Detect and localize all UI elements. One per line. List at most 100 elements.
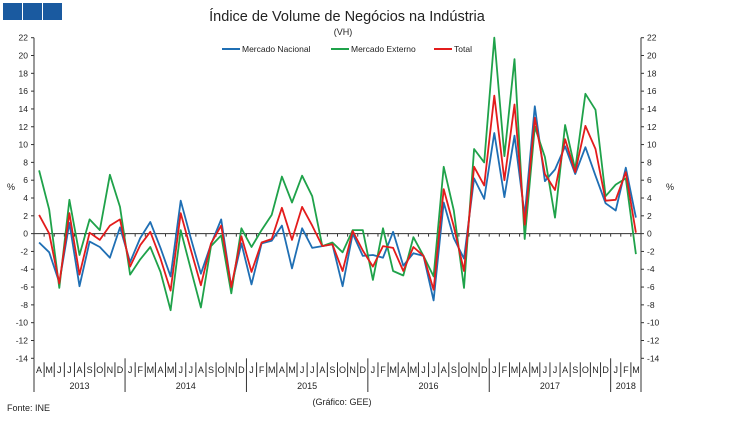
x-tick-label-month: N — [107, 365, 114, 375]
y-tick-label-right: -2 — [647, 246, 655, 256]
x-tick-label-month: F — [137, 365, 143, 375]
x-tick-label-year: 2018 — [616, 381, 636, 391]
y-tick-label-left: 4 — [23, 193, 28, 203]
y-tick-label-right: 4 — [647, 193, 652, 203]
credit-note: (Gráfico: GEE) — [312, 397, 371, 407]
y-tick-label-left: 12 — [19, 122, 29, 132]
x-tick-label-month: N — [471, 365, 478, 375]
x-tick-label-month: A — [77, 365, 83, 375]
legend-label: Mercado Externo — [351, 44, 416, 54]
y-tick-label-right: -14 — [647, 353, 660, 363]
legend-label: Total — [454, 44, 472, 54]
y-tick-label-left: -6 — [20, 282, 28, 292]
x-tick-label-month: J — [128, 365, 133, 375]
x-tick-label-month: S — [87, 365, 93, 375]
x-tick-label-month: A — [562, 365, 568, 375]
y-axis-label-right: % — [666, 182, 674, 192]
y-tick-label-left: 0 — [23, 229, 28, 239]
y-tick-label-right: 8 — [647, 157, 652, 167]
logo-square — [3, 3, 22, 20]
logo-square — [23, 3, 42, 20]
source-note: Fonte: INE — [7, 403, 50, 413]
x-tick-label-month: A — [522, 365, 528, 375]
x-tick-label-month: F — [502, 365, 508, 375]
y-tick-label-left: 20 — [19, 51, 29, 61]
y-tick-label-right: 2 — [647, 211, 652, 221]
x-tick-label-month: O — [582, 365, 589, 375]
x-tick-label-month: J — [310, 365, 315, 375]
x-tick-label-month: F — [380, 365, 386, 375]
x-tick-label-year: 2013 — [70, 381, 90, 391]
x-tick-label-month: F — [623, 365, 629, 375]
x-tick-label-month: O — [339, 365, 346, 375]
y-tick-label-left: -2 — [20, 246, 28, 256]
y-tick-label-left: 22 — [19, 33, 29, 43]
series-line-total — [38, 94, 637, 292]
legend-label: Mercado Nacional — [242, 44, 311, 54]
y-axis-label-left: % — [7, 182, 15, 192]
chart-subtitle: (VH) — [334, 27, 353, 37]
x-tick-label-month: D — [238, 365, 245, 375]
y-tick-label-left: -4 — [20, 264, 28, 274]
x-tick-label-month: M — [531, 365, 539, 375]
x-tick-label-month: M — [167, 365, 175, 375]
y-tick-label-left: 14 — [19, 104, 29, 114]
y-tick-label-right: 0 — [647, 229, 652, 239]
y-tick-label-right: 22 — [647, 33, 657, 43]
x-tick-label-month: S — [572, 365, 578, 375]
x-tick-label-month: J — [613, 365, 618, 375]
y-tick-label-right: 6 — [647, 175, 652, 185]
logo-square — [43, 3, 62, 20]
y-tick-label-left: -8 — [20, 300, 28, 310]
x-tick-label-month: J — [57, 365, 62, 375]
x-tick-label-month: J — [543, 365, 548, 375]
x-tick-label-month: M — [268, 365, 276, 375]
y-tick-label-right: -12 — [647, 335, 660, 345]
x-tick-label-month: A — [279, 365, 285, 375]
chart-title: Índice de Volume de Negócios na Indústri… — [209, 8, 486, 25]
x-tick-label-month: J — [300, 365, 305, 375]
y-tick-label-left: 6 — [23, 175, 28, 185]
y-tick-label-right: 14 — [647, 104, 657, 114]
x-tick-label-month: M — [511, 365, 519, 375]
y-tick-label-left: 8 — [23, 157, 28, 167]
x-tick-label-month: A — [157, 365, 163, 375]
y-tick-label-right: 12 — [647, 122, 657, 132]
x-tick-label-month: J — [421, 365, 426, 375]
x-tick-label-month: D — [360, 365, 367, 375]
x-tick-label-month: J — [492, 365, 497, 375]
y-tick-label-left: -12 — [16, 335, 29, 345]
x-tick-label-month: A — [319, 365, 325, 375]
y-tick-label-left: 18 — [19, 68, 29, 78]
y-tick-label-left: 10 — [19, 140, 29, 150]
x-tick-label-month: N — [228, 365, 235, 375]
series-line-mercado-externo — [38, 36, 637, 312]
x-tick-label-month: D — [481, 365, 488, 375]
x-tick-label-year: 2014 — [176, 381, 196, 391]
x-tick-label-month: J — [178, 365, 183, 375]
y-tick-label-right: -8 — [647, 300, 655, 310]
x-tick-label-month: A — [441, 365, 447, 375]
x-tick-label-month: S — [451, 365, 457, 375]
x-tick-label-month: O — [218, 365, 225, 375]
x-tick-label-month: O — [460, 365, 467, 375]
x-tick-label-month: M — [410, 365, 418, 375]
y-tick-label-right: 18 — [647, 68, 657, 78]
logo — [3, 3, 62, 20]
y-tick-label-right: -10 — [647, 318, 660, 328]
x-tick-label-month: J — [249, 365, 254, 375]
x-tick-label-month: A — [400, 365, 406, 375]
y-tick-label-right: 10 — [647, 140, 657, 150]
x-tick-label-month: D — [117, 365, 124, 375]
x-tick-label-month: A — [198, 365, 204, 375]
x-tick-label-month: M — [288, 365, 296, 375]
legend: Mercado Nacional Mercado Externo Total — [222, 44, 472, 54]
x-tick-label-month: F — [259, 365, 265, 375]
x-tick-label-year: 2017 — [540, 381, 560, 391]
series-line-mercado-nacional — [38, 105, 637, 302]
x-tick-label-month: M — [45, 365, 53, 375]
x-tick-label-year: 2016 — [419, 381, 439, 391]
x-tick-label-month: N — [349, 365, 356, 375]
y-tick-label-left: -14 — [16, 353, 29, 363]
